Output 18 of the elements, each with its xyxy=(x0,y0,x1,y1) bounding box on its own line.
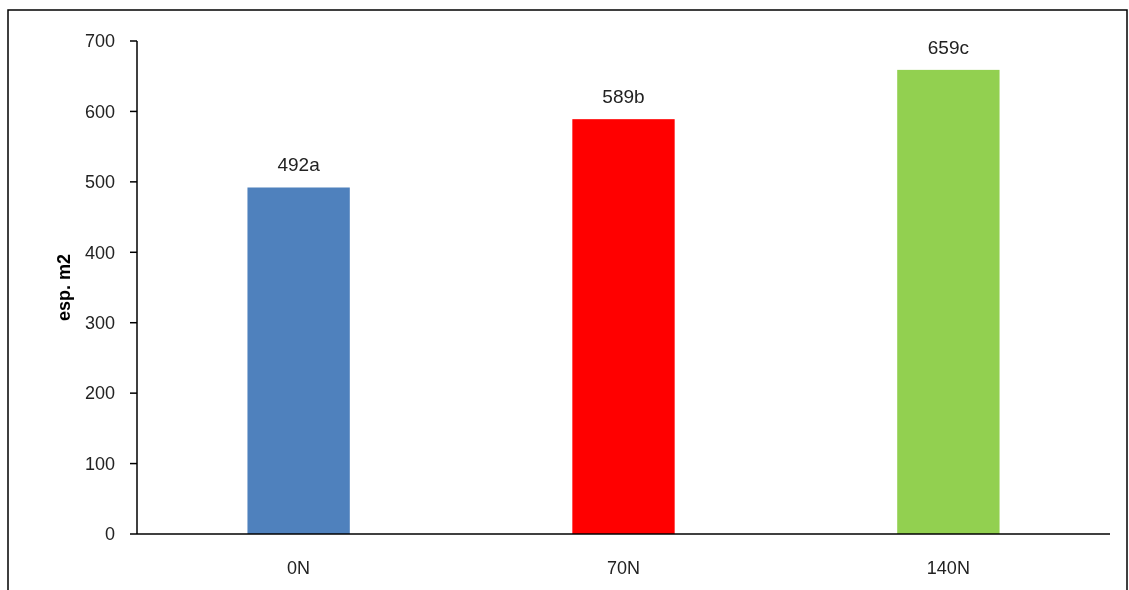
y-tick-label: 500 xyxy=(84,172,115,193)
bar xyxy=(572,119,675,534)
x-tick-label: 0N xyxy=(287,558,311,578)
y-tick-label: 200 xyxy=(84,383,115,404)
data-label: 659c xyxy=(927,36,969,58)
y-tick-label: 700 xyxy=(84,31,115,52)
data-label: 492a xyxy=(277,154,321,176)
y-tick-label: 600 xyxy=(84,101,115,122)
y-axis-title: esp. m2 xyxy=(54,253,74,322)
data-label: 589b xyxy=(602,86,645,108)
y-tick-label: 300 xyxy=(84,313,115,334)
bar xyxy=(897,69,1000,534)
x-tick-label: 140N xyxy=(926,558,970,578)
bar xyxy=(247,187,350,534)
x-tick-label: 70N xyxy=(606,558,641,578)
y-tick-label: 100 xyxy=(84,453,115,474)
y-tick-label: 400 xyxy=(84,242,115,263)
y-tick-label: 0 xyxy=(104,524,115,545)
